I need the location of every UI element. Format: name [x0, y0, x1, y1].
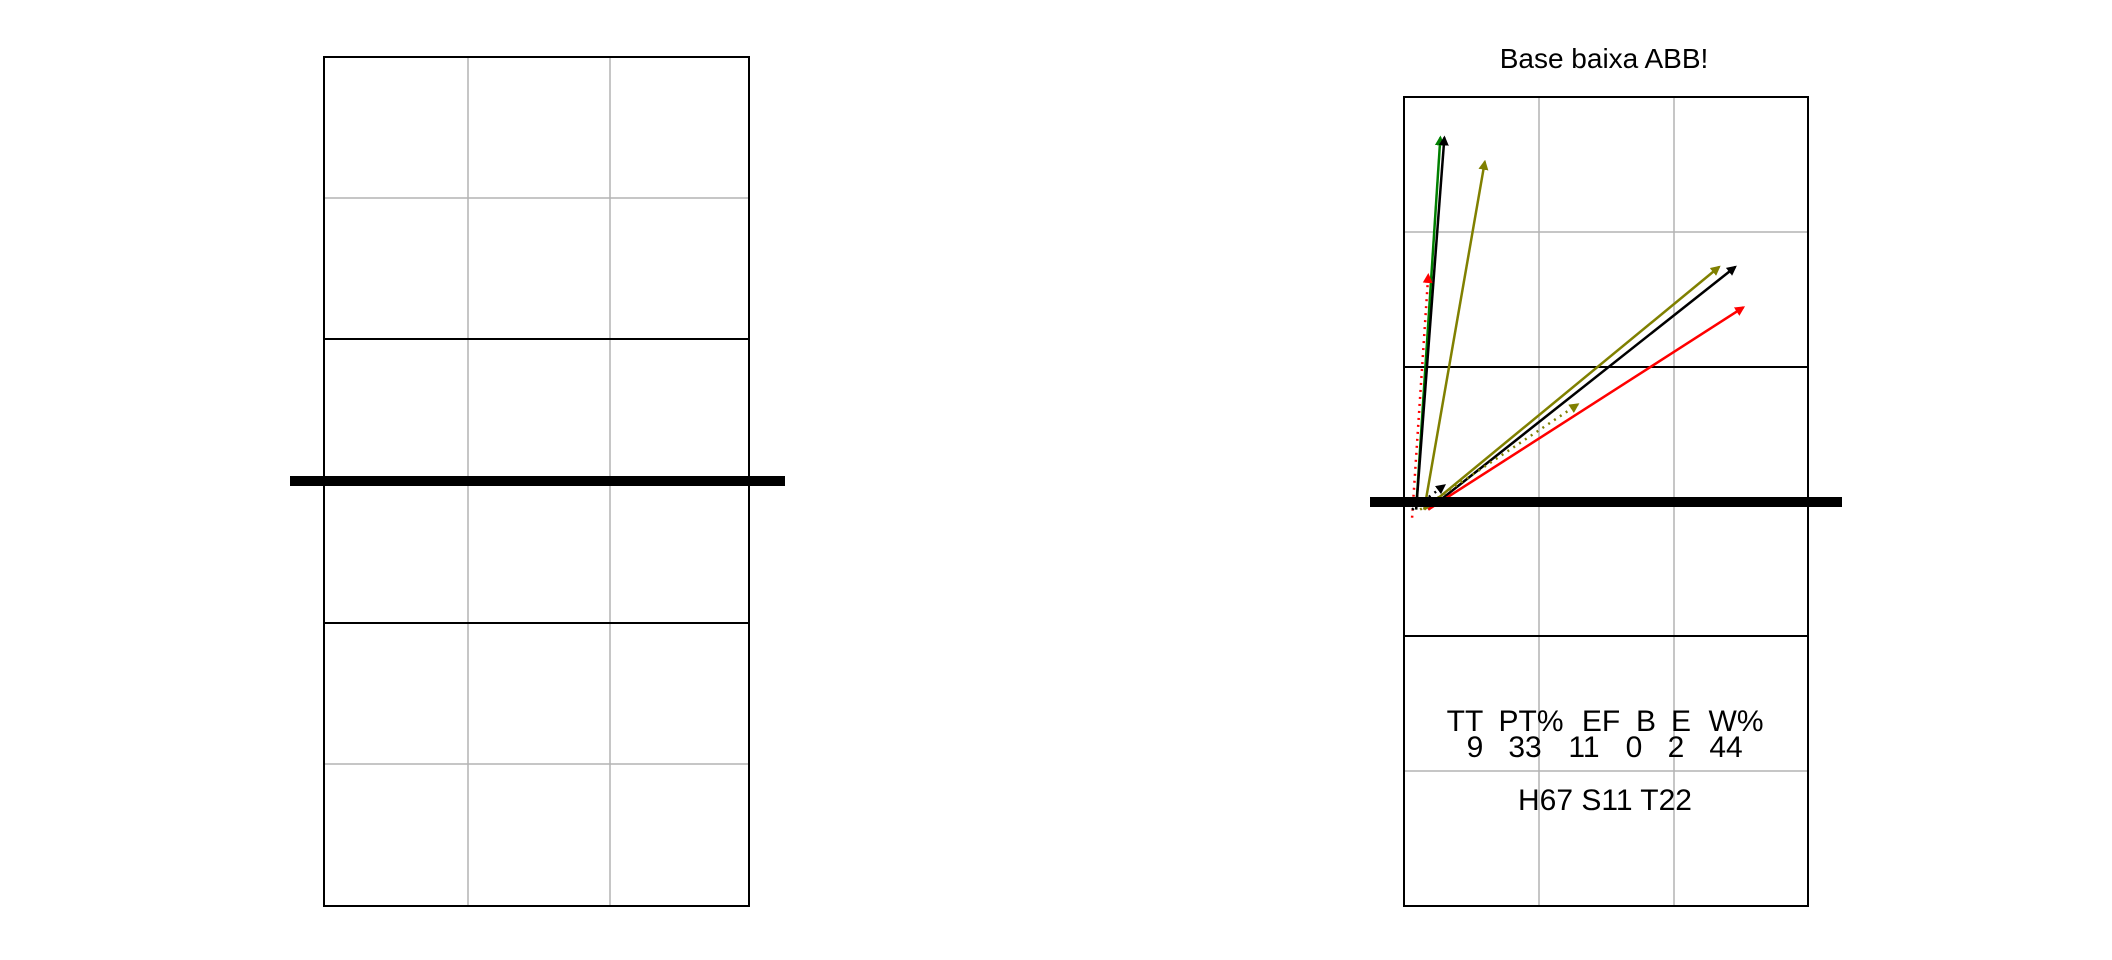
stat-value-tt: 9	[1467, 731, 1484, 764]
stat-value-e: 2	[1668, 731, 1685, 764]
left-court	[290, 56, 785, 907]
stat-header-e: E	[1671, 705, 1691, 738]
stats-table: TT PT% EF B E W% 9 33 11 0 2 44 H67 S11 …	[1447, 705, 1764, 817]
arrow-red-solid-7	[1427, 306, 1746, 511]
arrow-olive-solid-3	[1422, 159, 1489, 510]
right-court-attack-lines	[1404, 366, 1808, 637]
stat-header-tt: TT	[1447, 705, 1484, 738]
stat-value-w: 44	[1709, 731, 1742, 764]
arrow-black-solid-6	[1427, 265, 1737, 511]
stat-header-w: W%	[1709, 705, 1764, 738]
stat-header-b: B	[1636, 705, 1656, 738]
stat-value-b: 0	[1626, 731, 1643, 764]
arrow-olive-dotted-8	[1419, 403, 1580, 511]
chart-title: Base baixa ABB!	[1500, 43, 1709, 74]
right-court: Base baixa ABB! TT PT% EF B E W% 9 33 11…	[1370, 43, 1842, 907]
stat-value-ef: 11	[1568, 731, 1599, 764]
arrow-black-solid-2	[1414, 135, 1449, 510]
stat-value-pt: 33	[1508, 731, 1541, 764]
stat-header-pt: PT%	[1498, 705, 1563, 738]
arrow-layer	[1410, 135, 1746, 518]
left-court-attack-lines	[324, 338, 749, 624]
arrow-olive-solid-5	[1423, 265, 1721, 511]
stat-summary: H67 S11 T22	[1518, 784, 1692, 817]
stat-header-ef: EF	[1582, 705, 1620, 738]
